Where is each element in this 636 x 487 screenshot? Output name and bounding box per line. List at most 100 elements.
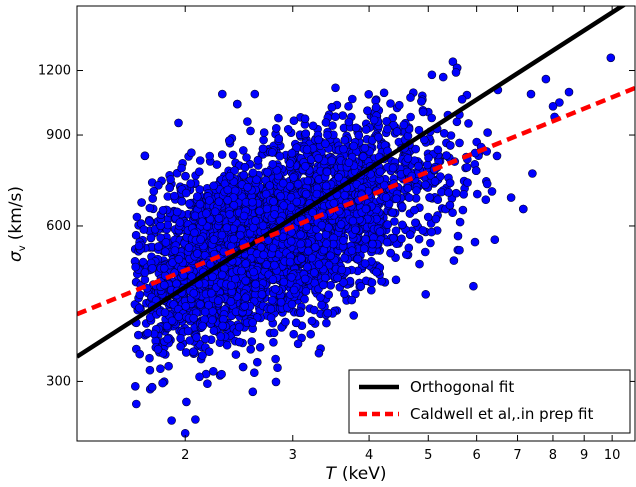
scatter-point [382, 117, 391, 126]
scatter-point [145, 353, 154, 363]
scatter-point [326, 251, 335, 261]
scatter-point [235, 230, 245, 240]
scatter-point [265, 181, 274, 190]
scatter-point [258, 144, 268, 154]
scatter-point [404, 243, 414, 253]
scatter-point [423, 160, 432, 170]
scatter-point [164, 361, 173, 371]
scatter-point [227, 281, 236, 290]
scatter-point [301, 129, 311, 138]
scatter-point [410, 205, 419, 215]
scatter-point [218, 321, 227, 331]
scatter-point [314, 154, 323, 163]
x-tick-label: 5 [424, 448, 432, 463]
scatter-point [172, 207, 182, 217]
scatter-point [287, 272, 296, 282]
scatter-point [209, 181, 218, 191]
scatter-point [451, 188, 461, 198]
scatter-point [135, 349, 144, 359]
scatter-point [472, 189, 482, 199]
scatter-point [366, 285, 376, 295]
scatter-point [255, 206, 264, 216]
scatter-point [217, 369, 226, 379]
scatter-point [239, 211, 249, 221]
scatter-point [276, 297, 286, 307]
scatter-point [132, 212, 142, 222]
scatter-point [176, 333, 185, 343]
scatter-point [163, 334, 172, 344]
x-tick-label: 8 [549, 448, 557, 463]
scatter-point [296, 230, 305, 239]
scatter-point [349, 141, 359, 151]
scatter-point [303, 246, 313, 256]
scatter-point [414, 161, 423, 171]
scatter-point [268, 243, 278, 253]
scatter-point [356, 281, 366, 291]
scatter-point [253, 155, 263, 165]
scatter-point [257, 290, 267, 299]
scatter-point [198, 321, 207, 331]
scatter-point [217, 270, 227, 280]
scatter-point [374, 132, 383, 142]
scatter-point [492, 151, 502, 161]
scatter-point [145, 217, 154, 226]
scatter-point [250, 368, 259, 378]
scatter-point [190, 228, 199, 238]
scatter-point [289, 329, 299, 339]
scatter-point [205, 259, 215, 269]
scatter-point [455, 217, 465, 227]
scatter-point [354, 131, 364, 140]
scatter-point [344, 158, 354, 167]
y-tick-label: 600 [46, 219, 71, 234]
scatter-point [442, 151, 451, 160]
scatter-point [158, 378, 167, 388]
scatter-point [403, 154, 413, 163]
scatter-point [145, 203, 155, 213]
x-tick-label: 6 [472, 448, 480, 463]
scatter-point [445, 141, 455, 150]
scatter-point [421, 289, 431, 299]
scatter-point [241, 293, 251, 303]
scatter-point [135, 303, 144, 313]
scatter-point [223, 196, 232, 205]
scatter-point [161, 238, 171, 247]
scatter-point [307, 316, 317, 326]
scatter-point [139, 225, 149, 234]
scatter-point [452, 117, 462, 127]
scatter-point [417, 97, 426, 106]
scatter-point [412, 186, 421, 195]
scatter-point [347, 246, 357, 255]
scatter-point [276, 191, 285, 201]
scatter-point [455, 245, 464, 255]
scatter-point [361, 125, 371, 134]
scatter-point [160, 308, 170, 317]
scatter-point [202, 209, 211, 218]
scatter-point [209, 235, 219, 244]
scatter-point [251, 216, 260, 225]
scatter-point [564, 87, 574, 97]
scatter-point [175, 218, 185, 227]
scatter-point [506, 193, 516, 202]
scatter-point [421, 180, 430, 190]
scatter-point [379, 180, 389, 190]
scatter-point [364, 90, 374, 99]
scatter-point [271, 284, 280, 294]
scatter-point [132, 399, 141, 409]
scatter-point [274, 113, 283, 123]
scatter-point [148, 194, 157, 203]
scatter-point [426, 238, 435, 248]
scatter-point [463, 178, 472, 187]
scatter-point [278, 232, 288, 242]
scatter-point [239, 170, 249, 180]
scatter-point [140, 275, 150, 285]
x-tick-label: 9 [580, 448, 588, 463]
scatter-point [548, 102, 558, 111]
scatter-point [388, 208, 397, 217]
scatter-point [214, 197, 224, 206]
scatter-point [333, 273, 342, 283]
scatter-point [445, 200, 455, 210]
scatter-point [158, 206, 168, 215]
scatter-point [451, 68, 461, 77]
scatter-point [331, 112, 340, 121]
scatter-point [161, 247, 170, 256]
